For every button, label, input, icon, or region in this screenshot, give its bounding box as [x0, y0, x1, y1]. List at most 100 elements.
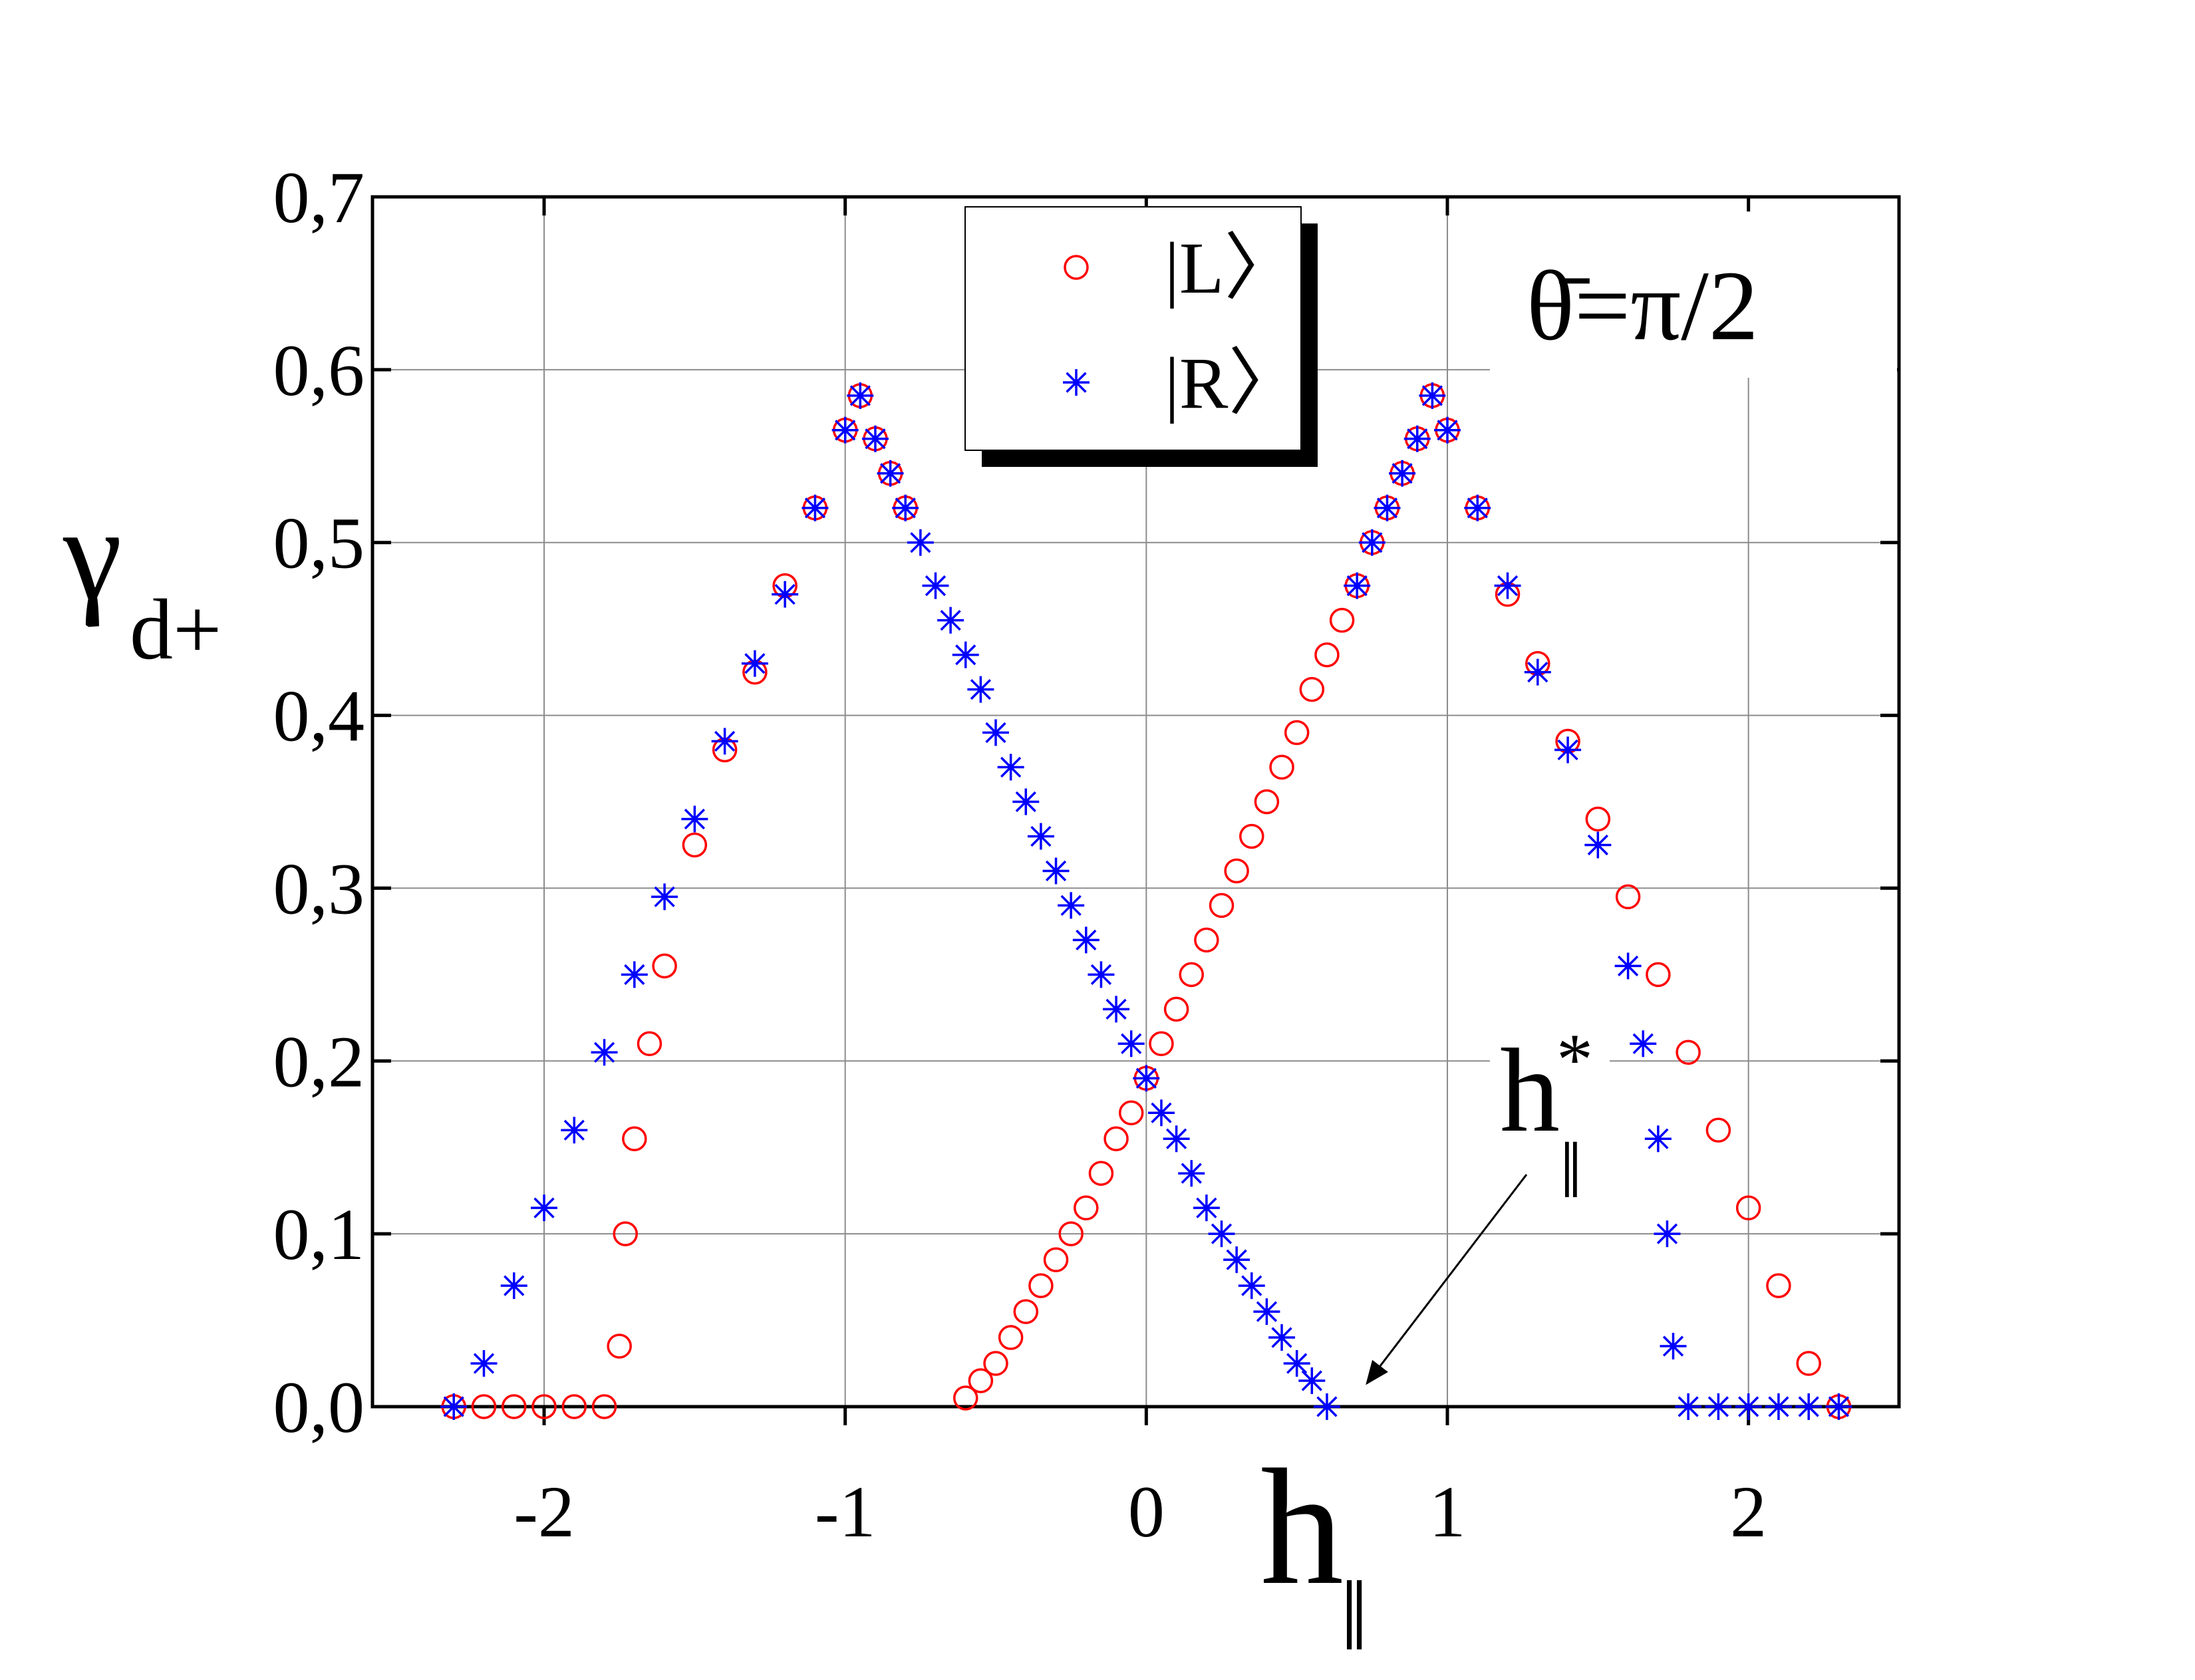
point [500, 1272, 527, 1300]
point [1118, 1100, 1144, 1125]
point [937, 607, 964, 634]
y-axis-label: γ [63, 481, 122, 628]
grid [370, 195, 1901, 1425]
point [1705, 1117, 1731, 1143]
point [1209, 893, 1235, 918]
legend-marker [1063, 369, 1090, 396]
point [1239, 823, 1264, 849]
arrow [1366, 1174, 1528, 1385]
point [922, 572, 949, 599]
point [621, 961, 648, 988]
point [1494, 572, 1521, 599]
point [952, 641, 979, 668]
point [652, 953, 677, 979]
point [1298, 1367, 1326, 1395]
point [968, 1368, 994, 1393]
plot-frame [370, 195, 1901, 1409]
point [1765, 1393, 1792, 1420]
y-tick-label: 0,1 [273, 1194, 365, 1275]
point [1314, 642, 1340, 668]
point [1224, 858, 1249, 884]
point [1358, 529, 1386, 556]
point [1585, 806, 1611, 832]
x-tick-label: 1 [1429, 1471, 1466, 1552]
point [1646, 962, 1671, 988]
y-tick-label: 0,3 [273, 848, 365, 929]
point [440, 1393, 468, 1420]
point [682, 832, 708, 858]
y-tick-label: 0,2 [273, 1021, 365, 1102]
legend-label: |L〉 [1165, 227, 1297, 309]
point [983, 1351, 1008, 1376]
point [1389, 460, 1416, 487]
point [772, 581, 799, 608]
point [1735, 1195, 1761, 1220]
point [831, 416, 859, 444]
point [877, 460, 904, 487]
point [607, 1333, 632, 1359]
point [1058, 1221, 1084, 1246]
point [1208, 1220, 1235, 1248]
point [1630, 1030, 1657, 1057]
point [1313, 1393, 1340, 1420]
x-tick-label: 2 [1730, 1471, 1767, 1552]
point [1103, 996, 1130, 1023]
point [1103, 1126, 1129, 1151]
y-tick-label: 0,6 [273, 330, 365, 411]
point [502, 1394, 527, 1419]
x-tick-label: 0 [1128, 1471, 1165, 1552]
point [1028, 1273, 1054, 1298]
point [613, 1221, 638, 1246]
point [1524, 658, 1551, 686]
point [591, 1039, 618, 1066]
point [651, 883, 678, 910]
point [1403, 425, 1431, 452]
point [1253, 1298, 1280, 1326]
point [1238, 1272, 1265, 1300]
point [1795, 1393, 1823, 1420]
point [637, 1031, 662, 1057]
point [1117, 1030, 1145, 1057]
point [561, 1394, 587, 1419]
point [711, 728, 738, 755]
x-axis-label-sub: ‖ [1340, 1561, 1368, 1671]
point [1825, 1393, 1852, 1420]
y-tick-label: 0,5 [273, 503, 365, 584]
annotation: θ̄=π/2 [1527, 251, 1759, 361]
overlay: -2 -1 0 1 2 0,0 0,1 0,2 0,3 0,4 0,5 0,6 0,7 |L〉 |R〉 θ̄=… [63, 157, 1897, 1671]
point [952, 1385, 978, 1411]
point [1013, 1299, 1039, 1324]
point [1654, 1220, 1681, 1248]
point [1374, 494, 1401, 521]
point [1766, 1273, 1791, 1298]
point [1675, 1393, 1702, 1420]
point [1193, 1194, 1220, 1222]
y-tick-label: 0,7 [273, 157, 365, 238]
point [1149, 1031, 1174, 1057]
point [1344, 572, 1371, 599]
point [1299, 676, 1325, 702]
point [1254, 789, 1280, 815]
x-tick-label: -2 [513, 1471, 575, 1552]
point [1074, 1195, 1099, 1220]
point [1464, 494, 1491, 521]
point [1012, 788, 1040, 815]
point [1178, 1160, 1205, 1187]
point [847, 382, 874, 409]
annotation-bg [1490, 211, 1897, 378]
point [561, 1117, 588, 1144]
x-axis-label: h [1260, 1435, 1344, 1619]
legend-label: |R〉 [1165, 343, 1301, 424]
point [681, 805, 708, 833]
point [892, 494, 919, 521]
point [470, 1350, 498, 1377]
point [531, 1194, 558, 1222]
y-tick-label: 0,4 [273, 676, 365, 757]
point [1284, 720, 1310, 746]
point [1434, 416, 1461, 444]
point [1088, 961, 1115, 988]
point [1554, 736, 1582, 764]
y-tick-label: 0,0 [273, 1367, 365, 1448]
point [1419, 382, 1446, 409]
legend-marker [1064, 255, 1089, 280]
